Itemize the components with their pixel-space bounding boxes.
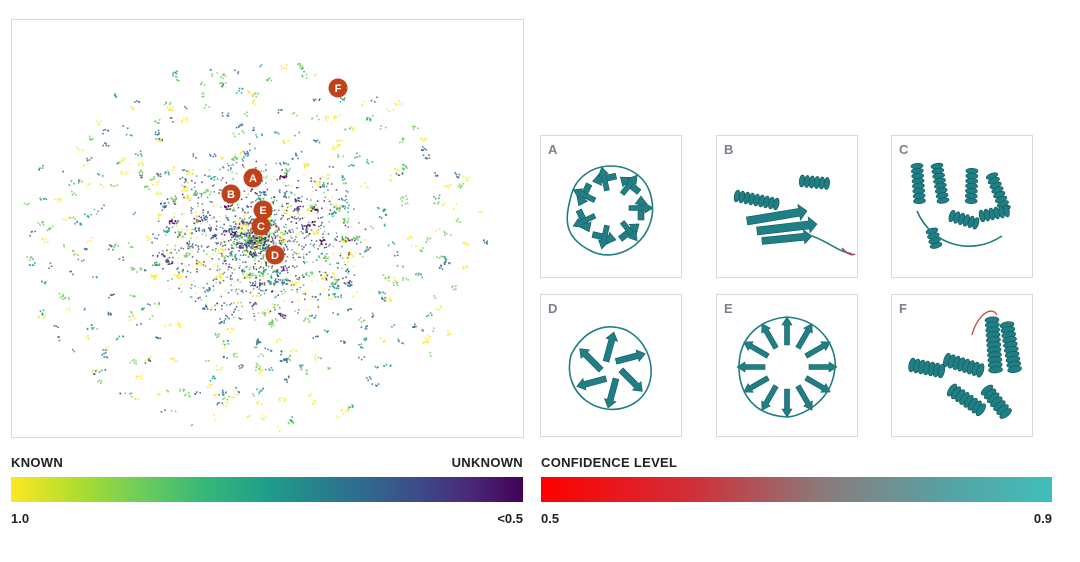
structure-c-image: [910, 162, 1011, 249]
structure-tile-f: F: [891, 294, 1033, 437]
protein-embedding-scatter: A B C D E F: [11, 19, 524, 438]
structure-tile-d: D: [540, 294, 682, 437]
svg-text:C: C: [257, 221, 265, 233]
svg-text:E: E: [259, 205, 266, 217]
svg-text:A: A: [249, 173, 257, 185]
marker-f: F: [328, 78, 348, 98]
confidence-colorbar: [541, 477, 1052, 502]
structure-d-image: [568, 326, 652, 411]
marker-e: E: [253, 200, 273, 220]
structure-a-image: [566, 165, 654, 256]
structure-e-image: [736, 316, 838, 418]
tile-letter: C: [899, 142, 909, 157]
structure-tile-b: B: [716, 135, 858, 278]
tile-letter: A: [548, 142, 558, 157]
known-colorbar: [11, 477, 523, 502]
structure-tile-a: A: [540, 135, 682, 278]
marker-b: B: [221, 184, 241, 204]
tile-letter: B: [724, 142, 734, 157]
unknown-label: UNKNOWN: [451, 455, 523, 470]
svg-text:F: F: [335, 83, 342, 95]
known-label: KNOWN: [11, 455, 64, 470]
marker-a: A: [243, 168, 263, 188]
marker-c: C: [251, 216, 271, 236]
svg-text:B: B: [227, 189, 235, 201]
confidence-level-label: CONFIDENCE LEVEL: [541, 455, 678, 470]
structure-tile-e: E: [716, 294, 858, 437]
marker-d: D: [265, 245, 285, 265]
tile-letter: E: [724, 301, 733, 316]
svg-text:D: D: [271, 250, 279, 262]
structure-b-image: [733, 174, 856, 256]
confidence-max-label: 0.9: [1033, 511, 1052, 526]
known-max-label: <0.5: [497, 511, 523, 526]
tile-letter: F: [899, 301, 907, 316]
scatter-plot: A B C D E F: [23, 62, 488, 432]
structure-f-image: [908, 310, 1022, 419]
tile-letter: D: [548, 301, 558, 316]
structure-tile-c: C: [891, 135, 1033, 278]
known-min-label: 1.0: [11, 511, 30, 526]
confidence-min-label: 0.5: [541, 511, 560, 526]
